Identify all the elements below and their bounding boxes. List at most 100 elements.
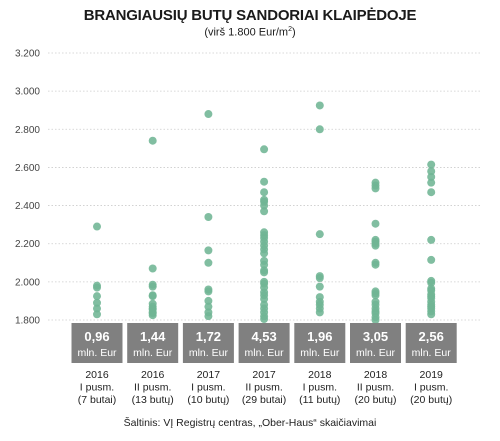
data-point (93, 292, 101, 301)
x-label-count: (20 butų) (354, 394, 396, 406)
data-point (93, 298, 101, 307)
data-point (204, 302, 213, 311)
data-point (148, 136, 157, 145)
data-point (204, 296, 213, 305)
data-point (93, 222, 101, 231)
data-point (260, 315, 269, 324)
data-point (204, 258, 213, 267)
data-point (260, 295, 269, 304)
data-point (427, 160, 436, 169)
data-point (427, 235, 436, 244)
subtitle-superscript: 2 (288, 26, 292, 33)
data-point (315, 274, 324, 283)
data-point (260, 268, 269, 277)
data-point (148, 264, 157, 273)
y-tick-label: 2.200 (15, 239, 40, 250)
x-label-year: 2017 (197, 369, 221, 381)
data-point (315, 308, 324, 317)
data-point (148, 292, 157, 301)
data-point (93, 310, 101, 319)
x-label-count: (20 butų) (410, 394, 452, 406)
x-label-period: I pusm. (414, 382, 448, 394)
x-label-count: (13 butų) (132, 394, 174, 406)
total-unit: mln. Eur (133, 347, 173, 359)
data-point (93, 304, 101, 313)
x-label-year: 2018 (308, 369, 332, 381)
data-point (204, 246, 213, 255)
total-box: 0,96 mln. Eur (71, 323, 123, 363)
total-value: 3,05 (363, 329, 388, 344)
data-points (93, 101, 436, 324)
x-label-period: I pusm. (80, 382, 114, 394)
x-label-period: II pusm. (134, 382, 171, 394)
total-box: 1,96 mln. Eur (294, 323, 346, 363)
data-point (427, 167, 436, 176)
data-point (427, 178, 436, 187)
data-point (148, 311, 157, 320)
data-point (427, 278, 436, 287)
x-label-year: 2016 (141, 369, 165, 381)
total-box-bg (127, 323, 179, 363)
x-label-count: (11 butų) (299, 394, 340, 406)
total-unit: mln. Eur (77, 347, 117, 359)
y-tick-label: 2.800 (15, 125, 40, 136)
data-point (371, 184, 380, 193)
total-value: 4,53 (251, 329, 276, 344)
total-unit: mln. Eur (189, 347, 229, 359)
data-point (371, 241, 380, 250)
total-value: 1,44 (140, 329, 166, 344)
total-box-bg (294, 323, 346, 363)
data-point (204, 312, 213, 321)
y-tick-label: 3.000 (15, 87, 40, 98)
data-point (260, 249, 269, 258)
data-point (371, 316, 380, 324)
x-label-year: 2019 (420, 369, 444, 381)
y-tick-label: 2.400 (15, 201, 40, 212)
x-label-count: (29 butai) (242, 394, 286, 406)
data-point (93, 283, 101, 292)
total-value: 2,56 (419, 329, 444, 344)
y-tick-label: 2.600 (15, 163, 40, 174)
data-point (260, 188, 269, 197)
total-unit: mln. Eur (245, 347, 285, 359)
data-point (315, 282, 324, 291)
data-point (260, 177, 269, 186)
total-unit: mln. Eur (412, 347, 452, 359)
total-box: 3,05 mln. Eur (350, 323, 401, 363)
x-label-count: (7 butai) (78, 394, 117, 406)
total-box-bg (238, 323, 290, 363)
source-note: Šaltinis: VĮ Registrų centras, „Ober-Hau… (123, 417, 377, 429)
total-value: 1,96 (307, 329, 332, 344)
total-unit: mln. Eur (356, 347, 396, 359)
x-label-year: 2018 (364, 369, 388, 381)
data-point (260, 145, 269, 154)
total-value: 1,72 (196, 329, 221, 344)
y-tick-label: 1.800 (15, 316, 40, 327)
data-point (427, 255, 436, 264)
total-box-bg (182, 323, 234, 363)
data-point (427, 310, 436, 319)
y-tick-label: 2.000 (15, 277, 40, 288)
total-box-bg (405, 323, 457, 363)
data-point (260, 260, 269, 269)
data-point (260, 201, 269, 210)
total-box-bg (350, 323, 401, 363)
data-point (371, 291, 380, 300)
total-box: 1,44 mln. Eur (127, 323, 179, 363)
data-point (371, 260, 380, 269)
total-box: 1,72 mln. Eur (182, 323, 234, 363)
data-point (315, 101, 324, 110)
x-label-period: I pusm. (303, 382, 337, 394)
total-unit: mln. Eur (300, 347, 340, 359)
data-point (427, 188, 436, 197)
total-box: 2,56 mln. Eur (405, 323, 457, 363)
data-point (148, 282, 157, 291)
data-point (371, 219, 380, 228)
data-point (204, 287, 213, 296)
chart-title: BRANGIAUSIŲ BUTŲ SANDORIAI KLAIPĖDOJE (83, 7, 417, 24)
data-point (204, 213, 213, 222)
data-point (315, 125, 324, 134)
